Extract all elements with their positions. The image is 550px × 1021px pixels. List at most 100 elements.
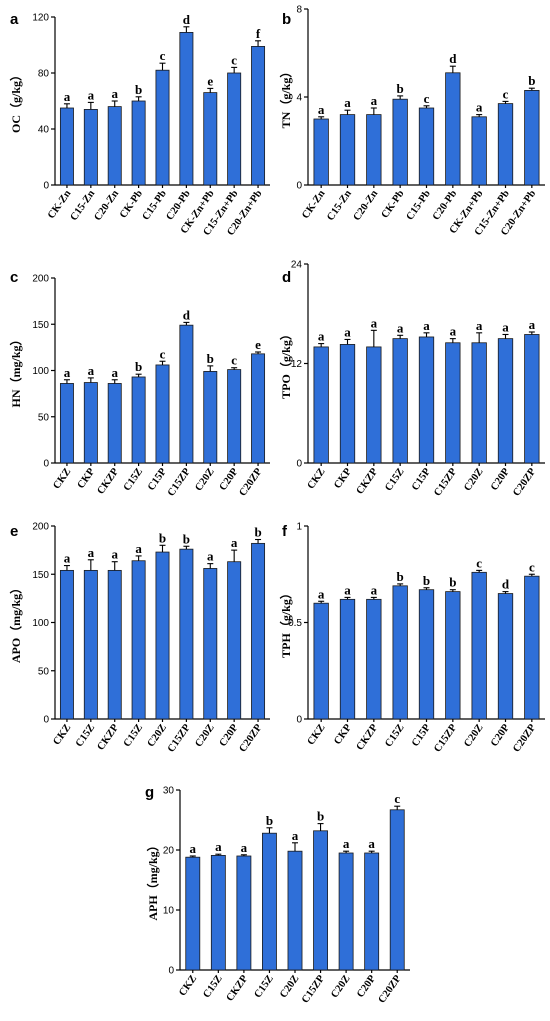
y-tick-label: 0.5 — [288, 618, 302, 629]
significance-letter: b — [254, 525, 261, 540]
panel-letter: a — [10, 11, 19, 28]
bar — [287, 850, 303, 971]
x-tick-label: CKZP — [95, 722, 121, 753]
significance-letter: a — [111, 86, 118, 101]
bar — [131, 560, 146, 720]
x-tick-label: C20ZP — [237, 722, 264, 755]
x-tick-label: C15Z — [122, 466, 145, 493]
y-axis-label: TPO（g/kg） — [278, 328, 293, 399]
bar — [185, 856, 201, 971]
y-tick-label: 4 — [296, 93, 302, 104]
y-tick-label: 0 — [43, 715, 49, 726]
significance-letter: a — [292, 828, 299, 843]
x-tick-label: CKP — [76, 466, 98, 491]
significance-letter: b — [183, 531, 190, 546]
significance-letter: a — [207, 549, 214, 564]
x-tick-label: C15Z — [383, 466, 406, 493]
bar — [203, 568, 218, 720]
bar — [131, 376, 146, 464]
bar — [339, 344, 356, 464]
bar — [524, 334, 540, 464]
x-tick-label: C20-Zn — [92, 188, 121, 223]
y-tick-label: 20 — [163, 846, 175, 857]
bar — [524, 90, 540, 186]
bar — [59, 107, 74, 186]
bar — [471, 342, 487, 464]
x-tick-label: C20ZP — [377, 973, 404, 1006]
bar — [471, 116, 487, 186]
y-tick-label: 100 — [32, 618, 49, 629]
significance-letter: a — [476, 100, 483, 115]
significance-letter: b — [266, 813, 273, 828]
significance-letter: f — [256, 26, 261, 41]
significance-letter: a — [368, 836, 375, 851]
significance-letter: b — [449, 575, 456, 590]
y-tick-label: 0 — [296, 715, 302, 726]
panel-c: c 0 50 100 150 200 HN（mg/kg） a CKZ a CKP a CKZP b C15Z… — [8, 269, 270, 499]
significance-letter: a — [344, 95, 351, 110]
significance-letter: b — [135, 82, 142, 97]
significance-letter: b — [397, 81, 404, 96]
x-tick-label: C15-Pb — [405, 188, 434, 222]
bar — [524, 575, 540, 720]
bar — [83, 382, 98, 464]
x-tick-label: CKP — [332, 722, 354, 747]
bar — [497, 338, 514, 464]
significance-letter: a — [111, 365, 118, 380]
y-tick-label: 50 — [38, 412, 50, 423]
significance-letter: a — [190, 841, 197, 856]
x-tick-label: C15ZP — [166, 722, 193, 755]
bar — [339, 114, 356, 186]
x-tick-label: C15P — [410, 466, 433, 493]
significance-letter: c — [503, 86, 509, 101]
significance-letter: b — [528, 73, 535, 88]
bar — [313, 346, 329, 464]
bar — [179, 32, 194, 186]
x-tick-label: C20Z — [462, 466, 485, 493]
bar — [262, 832, 277, 971]
bar — [445, 342, 461, 464]
significance-letter: a — [231, 535, 238, 550]
x-tick-label: CKZ — [177, 973, 199, 998]
significance-letter: d — [183, 12, 191, 27]
panel-letter: c — [10, 269, 18, 286]
x-tick-label: C20P — [218, 466, 241, 493]
panel-b: b 0 4 8 TN（g/kg） a CK-Zn a C15-Zn a C20-Zn b CK-Pb c C… — [278, 5, 545, 238]
y-tick-label: 150 — [32, 320, 49, 331]
bar — [338, 852, 354, 971]
significance-letter: a — [371, 93, 378, 108]
bar — [364, 852, 380, 971]
significance-letter: c — [231, 52, 237, 67]
significance-letter: b — [207, 351, 214, 366]
bar — [392, 585, 408, 720]
significance-letter: c — [160, 346, 166, 361]
panel-letter: g — [145, 784, 154, 801]
significance-letter: a — [241, 840, 248, 855]
x-tick-label: CKZP — [95, 466, 121, 497]
bar — [497, 593, 514, 720]
significance-letter: d — [502, 577, 510, 592]
significance-letter: c — [231, 353, 237, 368]
panel-letter: b — [282, 11, 291, 28]
significance-letter: a — [318, 329, 325, 344]
bar — [59, 383, 74, 464]
x-tick-label: C20Z — [193, 466, 216, 493]
y-tick-label: 0 — [43, 459, 49, 470]
x-tick-label: C20Z — [278, 973, 301, 1000]
y-tick-label: 10 — [163, 906, 175, 917]
x-tick-label: C15Z — [74, 722, 97, 749]
significance-letter: c — [424, 91, 430, 106]
significance-letter: b — [159, 530, 166, 545]
x-tick-label: CKZ — [306, 722, 328, 747]
bar — [366, 114, 382, 186]
significance-letter: e — [255, 337, 261, 352]
bar — [445, 72, 461, 186]
x-tick-label: C15P — [410, 722, 433, 749]
y-axis-label: APO（mg/kg） — [8, 582, 23, 663]
significance-letter: a — [397, 320, 404, 335]
y-axis-label: TN（g/kg） — [278, 66, 293, 129]
bar — [59, 569, 74, 720]
x-tick-label: CKZ — [306, 466, 328, 491]
significance-letter: a — [343, 836, 350, 851]
